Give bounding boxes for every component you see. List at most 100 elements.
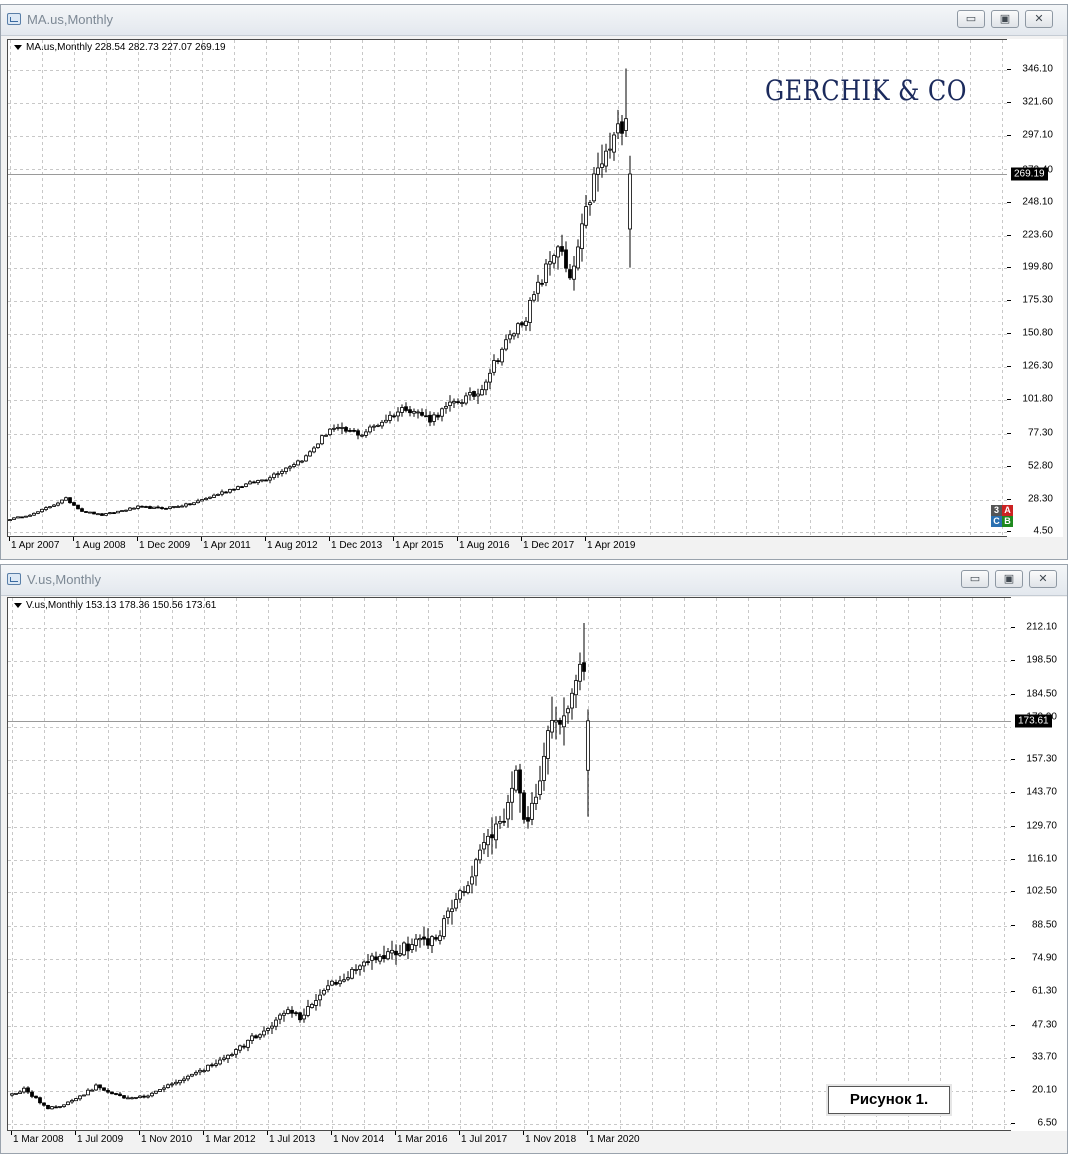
- candle-body: [276, 473, 280, 476]
- candle: [546, 725, 550, 775]
- dropdown-triangle-icon[interactable]: [14, 602, 22, 608]
- candle-body: [330, 980, 334, 986]
- candle: [234, 1048, 238, 1059]
- y-tick-mark: [1011, 693, 1015, 695]
- x-tick-label: 1 Mar 2008: [13, 1134, 64, 1145]
- candle: [366, 954, 370, 966]
- candle: [250, 1032, 254, 1044]
- y-tick-mark: [1011, 759, 1015, 761]
- candle-body: [452, 401, 456, 404]
- y-tick-label: 184.50: [1026, 688, 1057, 700]
- minimize-button[interactable]: ▭: [957, 10, 985, 28]
- candle-body: [566, 708, 570, 714]
- candle: [266, 1027, 270, 1035]
- candle-body: [438, 935, 442, 941]
- title-bar[interactable]: MA.us,Monthly ▭ ▣ ✕: [1, 5, 1067, 36]
- y-tick-mark: [1007, 102, 1011, 104]
- candle-body: [46, 1104, 50, 1110]
- candle-body: [144, 506, 148, 508]
- y-tick-mark: [1011, 1057, 1015, 1059]
- dropdown-triangle-icon[interactable]: [14, 44, 22, 50]
- candle: [18, 1090, 22, 1095]
- candle: [126, 1095, 130, 1100]
- minimize-button[interactable]: ▭: [961, 570, 989, 588]
- candle-body: [410, 944, 414, 951]
- candle: [254, 1034, 258, 1039]
- candle: [350, 967, 354, 980]
- candle: [552, 253, 556, 269]
- candle: [236, 485, 240, 491]
- candle-body: [620, 121, 624, 134]
- candle: [218, 1056, 222, 1066]
- candle-body: [56, 502, 60, 506]
- candle-body: [528, 300, 532, 323]
- candle-body: [108, 512, 112, 515]
- candle-body: [36, 511, 40, 514]
- corner-marker-b: A: [1002, 505, 1013, 516]
- candle-body: [72, 502, 76, 506]
- candle: [150, 1091, 154, 1098]
- candle: [246, 1039, 250, 1052]
- candle: [128, 507, 132, 511]
- candle-body: [18, 1091, 22, 1094]
- candle: [190, 1073, 194, 1078]
- candle-body: [278, 1014, 282, 1020]
- candle-body: [432, 414, 436, 422]
- candle: [456, 398, 460, 405]
- restore-button[interactable]: ▣: [995, 570, 1023, 588]
- candle: [604, 143, 608, 173]
- candle-body: [216, 494, 220, 496]
- candle-body: [74, 1098, 78, 1102]
- x-tick-mark: [73, 537, 74, 541]
- candle-body: [252, 481, 256, 484]
- candle-body: [100, 513, 104, 516]
- candle: [132, 507, 136, 510]
- candle: [12, 517, 16, 520]
- close-button[interactable]: ✕: [1029, 570, 1057, 588]
- candle-body: [456, 401, 460, 404]
- candle-body: [302, 1014, 306, 1020]
- candle-body: [358, 965, 362, 970]
- candle-body: [494, 823, 498, 841]
- candle-body: [158, 1089, 162, 1092]
- candle-body: [206, 1064, 210, 1072]
- ohlc-info: MA.us,Monthly 228.54 282.73 227.07 269.1…: [14, 42, 226, 53]
- candle-body: [472, 391, 476, 397]
- y-tick-label: 52.80: [1027, 460, 1053, 472]
- candle-body: [624, 118, 628, 131]
- candle: [432, 412, 436, 426]
- candle: [8, 519, 12, 522]
- close-button[interactable]: ✕: [1025, 10, 1053, 28]
- candle-body: [424, 415, 428, 418]
- candle-body: [172, 506, 176, 508]
- candle-body: [182, 1078, 186, 1081]
- title-bar[interactable]: V.us,Monthly ▭ ▣ ✕: [1, 565, 1067, 596]
- candle-body: [616, 123, 620, 134]
- candle: [550, 696, 554, 739]
- candle-body: [258, 1034, 262, 1038]
- candle-body: [230, 1054, 234, 1057]
- candle-body: [14, 1092, 18, 1095]
- price-chart-v[interactable]: V.us,Monthly 153.13 178.36 150.56 173.61…: [7, 597, 1017, 1131]
- candle: [628, 155, 632, 268]
- candle-body: [12, 517, 16, 520]
- candle: [378, 953, 382, 965]
- candle-body: [390, 949, 394, 954]
- y-tick-mark: [1011, 1123, 1015, 1124]
- y-tick-mark: [1011, 990, 1015, 992]
- candle-body: [334, 982, 338, 985]
- candle-body: [250, 1035, 254, 1041]
- restore-button[interactable]: ▣: [991, 10, 1019, 28]
- candle: [436, 412, 440, 421]
- candle: [232, 488, 236, 491]
- price-chart-ma[interactable]: MA.us,Monthly 228.54 282.73 227.07 269.1…: [7, 39, 1013, 537]
- candle: [300, 460, 304, 464]
- candle: [580, 213, 584, 262]
- candle: [578, 652, 582, 691]
- candle-body: [256, 480, 260, 484]
- candle-body: [188, 503, 192, 506]
- candle-body: [192, 502, 196, 505]
- x-tick-label: 1 Jul 2013: [269, 1134, 316, 1145]
- y-tick-label: 346.10: [1022, 63, 1053, 75]
- candle: [322, 988, 326, 996]
